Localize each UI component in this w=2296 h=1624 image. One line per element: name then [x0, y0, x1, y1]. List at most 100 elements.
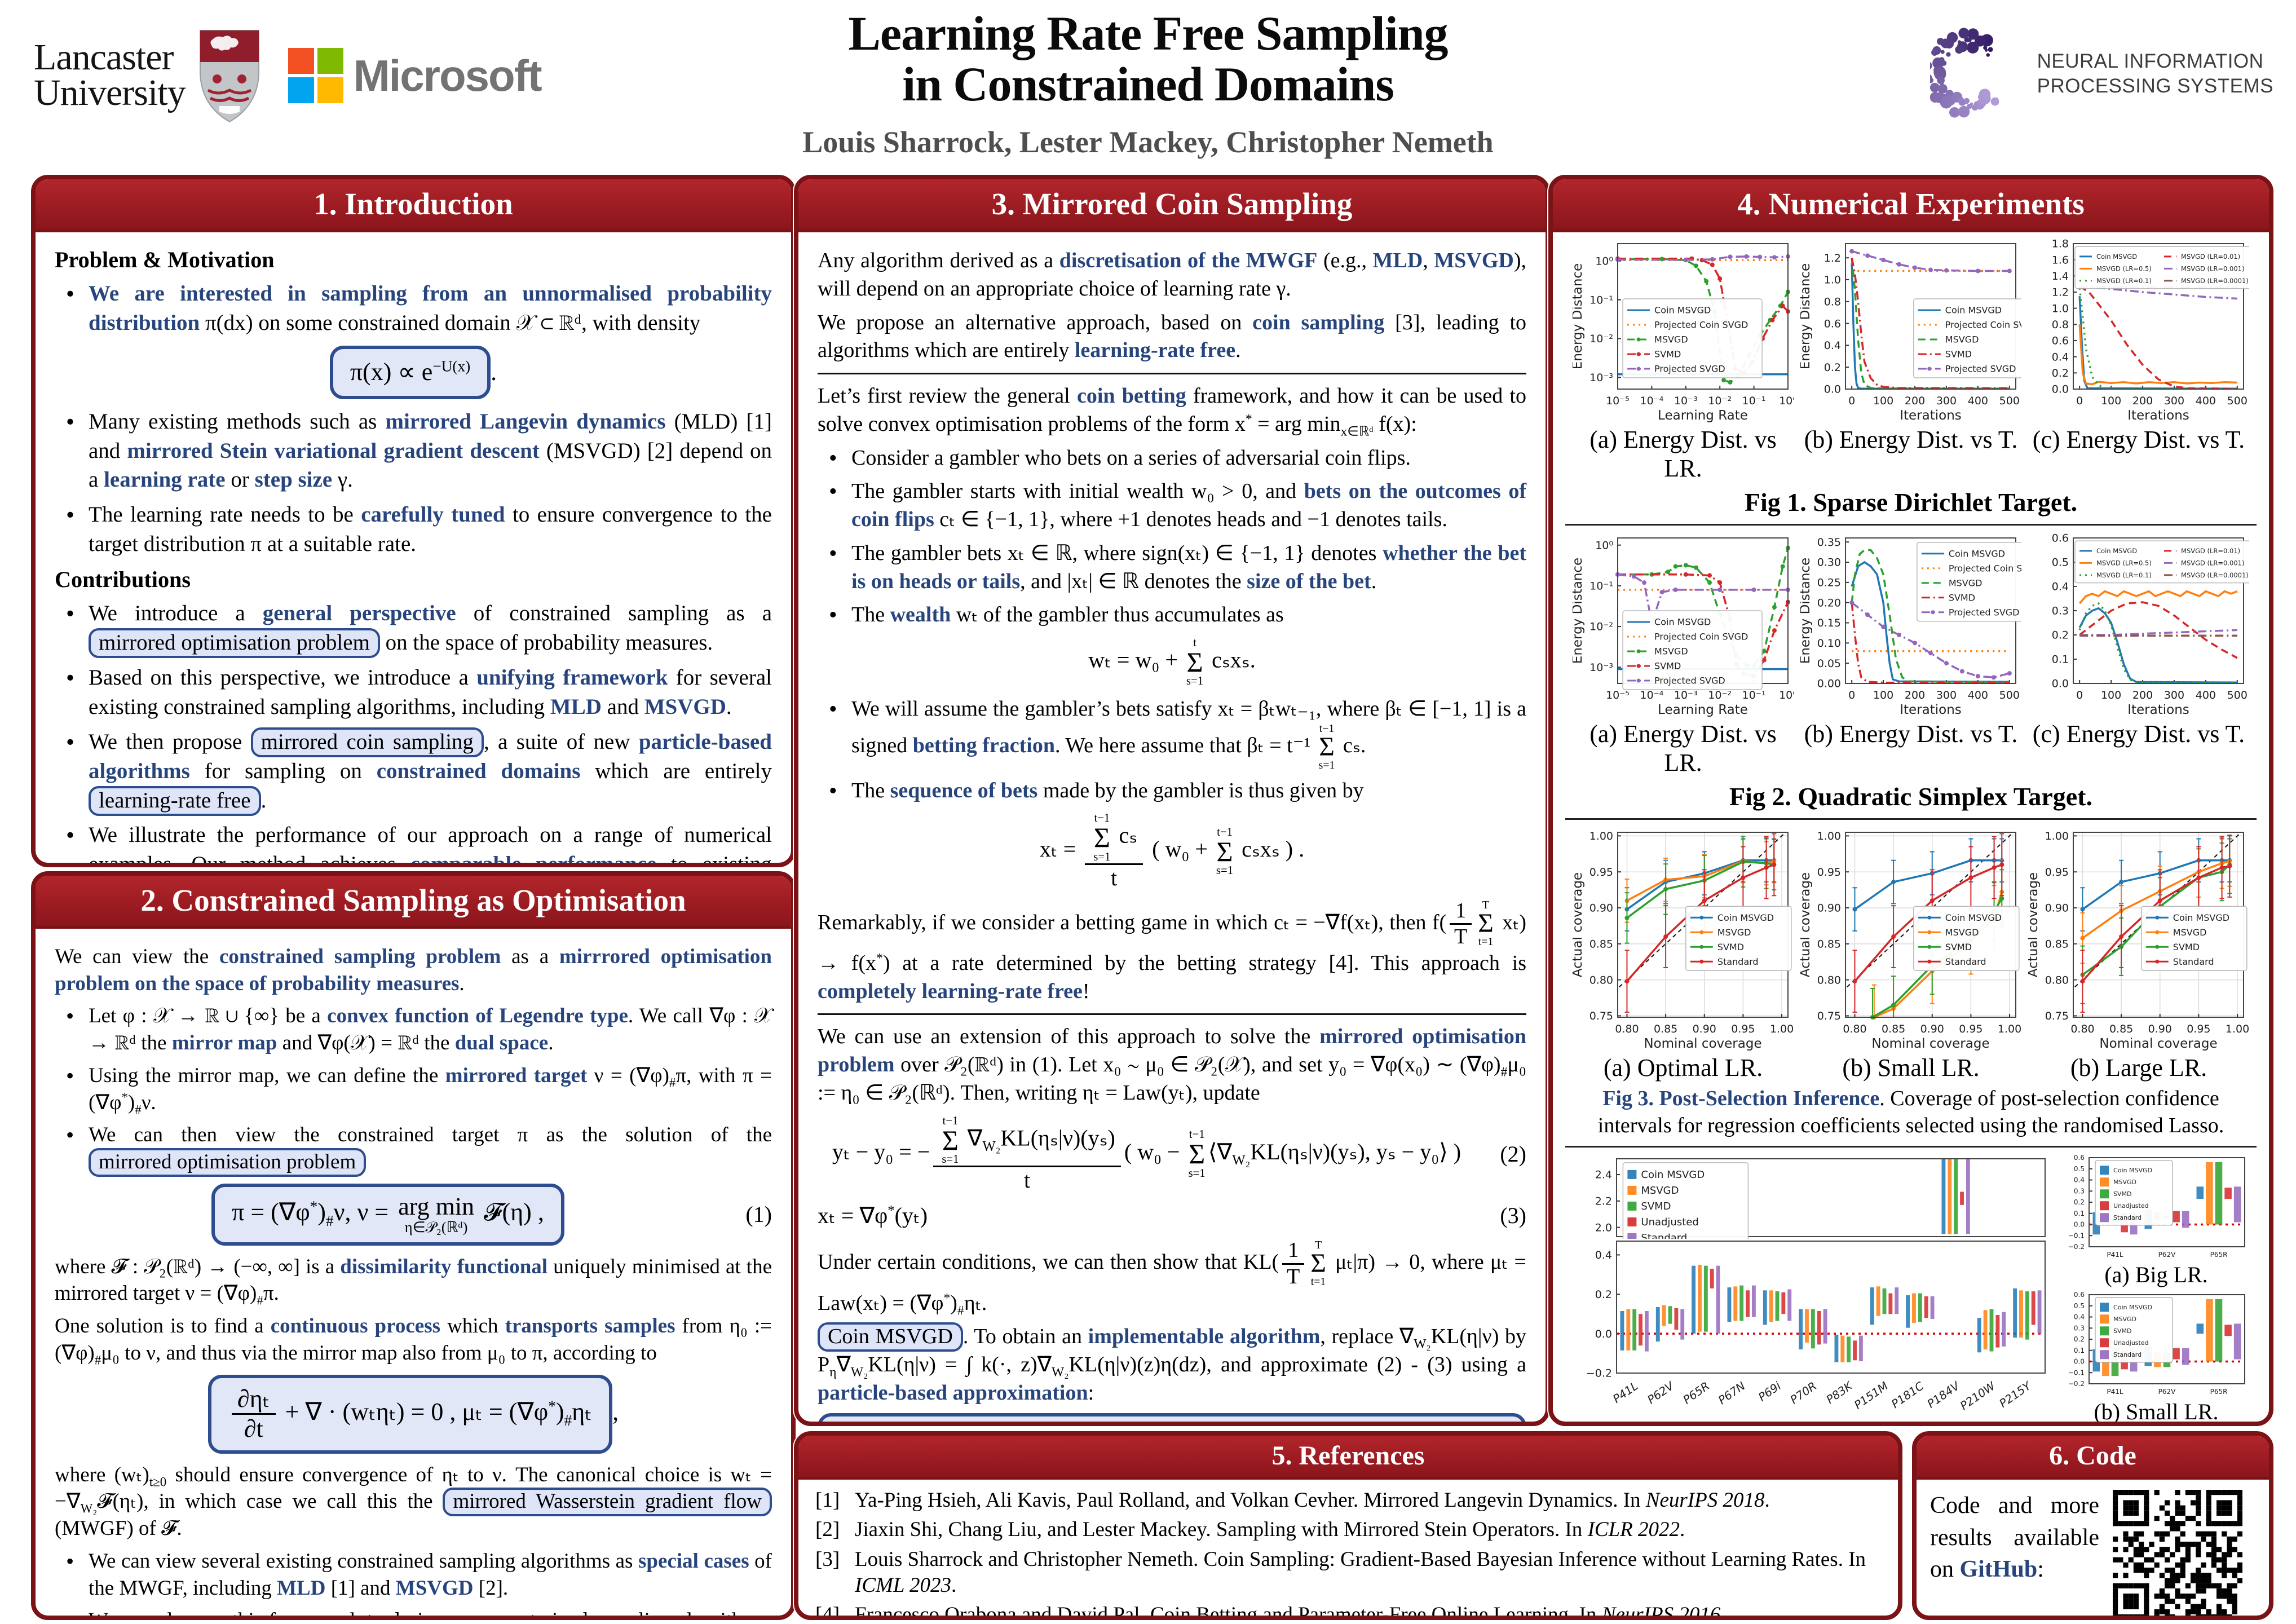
reference-number: [4]: [815, 1603, 840, 1620]
svg-text:0.4: 0.4: [2052, 351, 2069, 363]
svg-text:Iterations: Iterations: [2127, 408, 2189, 423]
svg-text:0.2: 0.2: [2074, 1335, 2085, 1343]
code-availability-text[interactable]: Code and more results available on GitHu…: [1930, 1493, 2099, 1583]
svg-text:10⁻⁵: 10⁻⁵: [1606, 689, 1630, 701]
svg-text:10⁻²: 10⁻²: [1589, 333, 1613, 345]
poster-title-line1: Learning Rate Free Sampling: [848, 6, 1448, 60]
svg-text:1.2: 1.2: [1824, 252, 1841, 264]
svg-text:0.5: 0.5: [2074, 1302, 2085, 1310]
svg-text:200: 200: [2132, 689, 2153, 701]
svg-text:−0.2: −0.2: [1586, 1367, 1612, 1380]
svg-text:Coin MSVGD: Coin MSVGD: [1949, 548, 2005, 559]
svg-text:0.10: 0.10: [1817, 637, 1841, 650]
svg-text:2.0: 2.0: [1595, 1221, 1612, 1234]
svg-text:SVMD: SVMD: [2173, 942, 2200, 952]
svg-text:1.00: 1.00: [1817, 830, 1841, 842]
fig1c-energy-vs-iterations-chart: 0.0 0.2 0.4 0.6 0.8 1.0 1.2 1.4 1.6 1.8 0 100 200 300…: [2028, 238, 2251, 424]
fig4-main-chart-group: 2.0 2.2 2.4 Coin MSVGD MSVGD SVMD Unadjusted St…: [1573, 1154, 2052, 1422]
lancaster-word2: University: [34, 72, 186, 113]
svg-text:P210W: P210W: [1958, 1379, 1998, 1413]
lancaster-shield-icon: [199, 30, 259, 123]
svg-text:300: 300: [1936, 395, 1957, 407]
fig2b-energy-vs-iterations-chart: 0.00 0.05 0.10 0.15 0.20 0.25 0.30 0.35 0 100 200 3…: [1798, 532, 2057, 718]
svg-text:Standard: Standard: [1945, 956, 1986, 967]
svg-text:SVMD: SVMD: [1641, 1201, 1671, 1212]
svg-text:MSVGD: MSVGD: [2113, 1316, 2136, 1323]
mwgf-equation: ∂ηₜ ∂t + ∇ · (wₜηₜ) = 0 , μₜ = (∇φ*)#ηₜ: [207, 1374, 613, 1454]
svg-text:Standard: Standard: [1641, 1232, 1687, 1239]
svg-text:1.00: 1.00: [2045, 830, 2069, 842]
svg-text:10⁰: 10⁰: [1779, 689, 1794, 701]
sec2-bullet: We can then view the constrained target …: [63, 1120, 772, 1177]
svg-text:0.1: 0.1: [2074, 1210, 2085, 1217]
reference-item: [4] Francesco Orabona and David Pal. Coin…: [815, 1602, 1881, 1620]
svg-text:Coin MSVGD: Coin MSVGD: [1654, 617, 1711, 628]
svg-text:P83K: P83K: [1823, 1378, 1856, 1406]
svg-text:0.5: 0.5: [2052, 557, 2069, 569]
svg-text:0.85: 0.85: [1882, 1023, 1905, 1035]
svg-text:0.25: 0.25: [1817, 576, 1841, 589]
section-mirrored-coin-sampling: 3. Mirrored Coin Sampling Any algorithm …: [794, 175, 1550, 1426]
svg-text:10⁻¹: 10⁻¹: [1589, 294, 1613, 306]
svg-text:Standard: Standard: [2113, 1351, 2142, 1358]
svg-text:1.00: 1.00: [2226, 1023, 2249, 1035]
sec3-paragraph: Let’s first review the general coin bett…: [818, 384, 1526, 439]
svg-text:1.8: 1.8: [2052, 238, 2069, 250]
svg-text:Nominal coverage: Nominal coverage: [2099, 1036, 2217, 1051]
svg-text:0.95: 0.95: [1959, 1023, 1982, 1035]
svg-text:0.15: 0.15: [1817, 617, 1841, 629]
section-references-header: 5. References: [798, 1436, 1898, 1480]
intro-bullet: Many existing methods such as mirrored L…: [63, 406, 772, 495]
svg-text:0.1: 0.1: [2052, 654, 2069, 666]
fig3-caption: Fig 3. Post-Selection Inference. Coverag…: [1597, 1087, 2224, 1137]
svg-text:Coin MSVGD: Coin MSVGD: [2096, 547, 2137, 555]
svg-text:MSVGD: MSVGD: [2113, 1179, 2136, 1186]
poster-authors: Louis Sharrock, Lester Mackey, Christoph…: [802, 125, 1494, 159]
svg-text:MSVGD: MSVGD: [1945, 927, 1979, 938]
fig2a-caption: (a) Energy Dist. vs LR.: [1589, 720, 1777, 776]
section-mirrored-coin-sampling-header: 3. Mirrored Coin Sampling: [798, 179, 1546, 232]
svg-text:P41L: P41L: [2107, 1251, 2123, 1259]
svg-text:10⁰: 10⁰: [1595, 255, 1613, 267]
svg-text:Iterations: Iterations: [1900, 408, 1962, 423]
mirrored-optimisation-equation: π = (∇φ*)#ν, ν = arg min η∈𝒫₂(ℝᵈ) 𝓕(η) ,: [211, 1183, 564, 1246]
svg-text:0.85: 0.85: [1589, 938, 1613, 950]
reference-number: [1]: [815, 1489, 840, 1512]
svg-text:0.95: 0.95: [1817, 866, 1841, 879]
density-equation: π(x) ∝ e−U(x): [329, 346, 491, 399]
svg-text:10⁻²: 10⁻²: [1708, 395, 1732, 407]
svg-text:1.00: 1.00: [1770, 1023, 1794, 1035]
microsoft-logo: Microsoft: [288, 48, 542, 103]
section-constrained-sampling-header: 2. Constrained Sampling as Optimisation: [36, 876, 791, 929]
svg-text:0.95: 0.95: [2045, 866, 2069, 879]
qr-code: [2113, 1490, 2242, 1616]
svg-text:0.6: 0.6: [2052, 532, 2069, 545]
svg-text:MSVGD: MSVGD: [1717, 927, 1751, 938]
svg-text:−0.2: −0.2: [2068, 1380, 2085, 1388]
svg-text:0.4: 0.4: [2074, 1313, 2085, 1321]
svg-text:Unadjusted: Unadjusted: [2113, 1339, 2149, 1347]
section-code: 6. Code Code and more results available …: [1912, 1431, 2273, 1620]
intro-bullet: The learning rate needs to be carefully …: [63, 499, 772, 559]
svg-text:10⁻⁵: 10⁻⁵: [1606, 395, 1630, 407]
section-numerical-experiments-header: 4. Numerical Experiments: [1553, 179, 2269, 232]
svg-text:Coin MSVGD: Coin MSVGD: [2096, 253, 2137, 261]
section-introduction-body: Problem & Motivation We are interested i…: [36, 232, 791, 863]
svg-text:0.0: 0.0: [2074, 1358, 2085, 1366]
sec3-bullet: The sequence of bets made by the gambler…: [825, 776, 1526, 806]
svg-text:Energy Distance: Energy Distance: [1800, 263, 1813, 369]
fig2c-caption: (c) Energy Dist. vs T.: [2032, 720, 2245, 748]
svg-text:P69i: P69i: [1756, 1379, 1783, 1404]
sec3-paragraph: Any algorithm derived as a discretisatio…: [818, 249, 1526, 301]
svg-text:0.95: 0.95: [1731, 1023, 1755, 1035]
svg-text:0.4: 0.4: [1824, 339, 1841, 352]
svg-text:0.8: 0.8: [2052, 319, 2069, 331]
svg-text:Standard: Standard: [2173, 956, 2214, 967]
svg-text:P62V: P62V: [1645, 1379, 1677, 1407]
svg-text:0.0: 0.0: [2052, 383, 2069, 396]
svg-text:MSVGD: MSVGD: [1641, 1185, 1679, 1197]
svg-text:500: 500: [1999, 395, 2020, 407]
svg-text:0.6: 0.6: [1824, 317, 1841, 330]
svg-text:Actual coverage: Actual coverage: [1573, 872, 1585, 977]
svg-text:0.80: 0.80: [1589, 974, 1613, 986]
